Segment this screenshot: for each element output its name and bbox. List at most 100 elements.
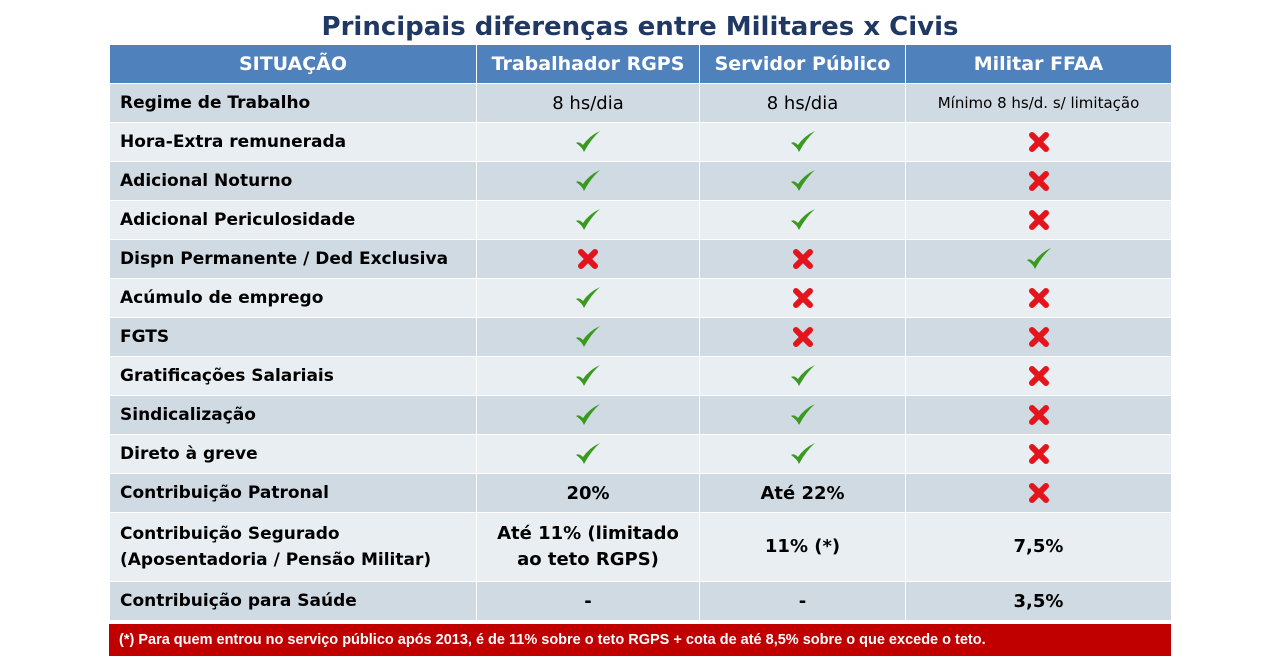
row-label: Adicional Noturno [109,161,477,201]
cell-no [905,317,1172,357]
check-icon [574,325,602,349]
cell-no [699,317,906,357]
cell-yes [476,200,700,240]
cross-icon [791,247,815,271]
cell-yes [699,161,906,201]
check-icon [574,286,602,310]
cell-value: 7,5% [905,512,1172,582]
cross-icon [1027,130,1051,154]
table-header-row: SITUAÇÃO Trabalhador RGPS Servidor Públi… [109,44,1172,84]
cell-yes [476,317,700,357]
cross-icon [1027,481,1051,505]
cell-yes [476,161,700,201]
cell-value: 11% (*) [699,512,906,582]
cell-yes [699,122,906,162]
cell-no [699,239,906,279]
cell-value: Mínimo 8 hs/d. s/ limitação [905,83,1172,123]
check-icon [789,442,817,466]
cell-yes [476,395,700,435]
row-label: Contribuição Segurado (Aposentadoria / Pe… [109,512,477,582]
check-icon [574,130,602,154]
header-trabalhador-rgps: Trabalhador RGPS [476,44,700,84]
header-servidor-publico: Servidor Público [699,44,906,84]
cell-yes [699,356,906,396]
table-row: Contribuição Patronal 20% Até 22% [109,473,1172,513]
header-militar-ffaa: Militar FFAA [905,44,1172,84]
comparison-table: SITUAÇÃO Trabalhador RGPS Servidor Públi… [109,44,1172,621]
check-icon [789,130,817,154]
cell-no [905,395,1172,435]
cell-yes [476,278,700,318]
cross-icon [1027,208,1051,232]
check-icon [789,403,817,427]
cross-icon [791,325,815,349]
cell-no [905,122,1172,162]
cross-icon [1027,403,1051,427]
cell-no [905,356,1172,396]
cross-icon [576,247,600,271]
row-label: Acúmulo de emprego [109,278,477,318]
row-label: Sindicalização [109,395,477,435]
cell-yes [699,434,906,474]
table-row: Adicional Periculosidade [109,200,1172,240]
cell-no [905,473,1172,513]
cross-icon [1027,286,1051,310]
cell-no [905,200,1172,240]
check-icon [789,208,817,232]
check-icon [574,169,602,193]
row-label: Gratificações Salariais [109,356,477,396]
check-icon [789,364,817,388]
page-title: Principais diferenças entre Militares x … [321,12,959,42]
table-row: Sindicalização [109,395,1172,435]
cell-no [905,161,1172,201]
cell-value: 3,5% [905,581,1172,621]
table-row: Direto à greve [109,434,1172,474]
check-icon [574,364,602,388]
cell-value: Até 22% [699,473,906,513]
row-label: Dispn Permanente / Ded Exclusiva [109,239,477,279]
cell-no [905,278,1172,318]
check-icon [1025,247,1053,271]
cell-yes [476,122,700,162]
cell-yes [476,356,700,396]
row-label: Contribuição Patronal [109,473,477,513]
cross-icon [1027,364,1051,388]
table-row: Gratificações Salariais [109,356,1172,396]
table-body: Regime de Trabalho 8 hs/dia 8 hs/dia Mínimo… [109,83,1172,621]
cell-yes [476,434,700,474]
cell-value: 20% [476,473,700,513]
row-label: FGTS [109,317,477,357]
cell-no [699,278,906,318]
row-label: Hora-Extra remunerada [109,122,477,162]
cell-no [905,434,1172,474]
row-label: Direto à greve [109,434,477,474]
table-row: Contribuição Segurado (Aposentadoria / Pe… [109,512,1172,582]
check-icon [574,208,602,232]
table-row: Dispn Permanente / Ded Exclusiva [109,239,1172,279]
cell-yes [699,395,906,435]
check-icon [574,442,602,466]
cross-icon [1027,325,1051,349]
cell-yes [905,239,1172,279]
table-row: Contribuição para Saúde - -3,5% [109,581,1172,621]
cell-value: - [476,581,700,621]
table-row: Acúmulo de emprego [109,278,1172,318]
cell-value: 8 hs/dia [476,83,700,123]
table-row: Hora-Extra remunerada [109,122,1172,162]
cross-icon [791,286,815,310]
row-label: Adicional Periculosidade [109,200,477,240]
cell-value: Até 11% (limitado ao teto RGPS) [476,512,700,582]
check-icon [574,403,602,427]
table-row: FGTS [109,317,1172,357]
check-icon [789,169,817,193]
footnote: (*) Para quem entrou no serviço público … [109,624,1171,656]
row-label: Regime de Trabalho [109,83,477,123]
cell-yes [699,200,906,240]
table-row: Adicional Noturno [109,161,1172,201]
cell-no [476,239,700,279]
cell-value: 8 hs/dia [699,83,906,123]
cell-value: - [699,581,906,621]
header-situacao: SITUAÇÃO [109,44,477,84]
cross-icon [1027,442,1051,466]
table-row: Regime de Trabalho 8 hs/dia 8 hs/dia Mínimo… [109,83,1172,123]
